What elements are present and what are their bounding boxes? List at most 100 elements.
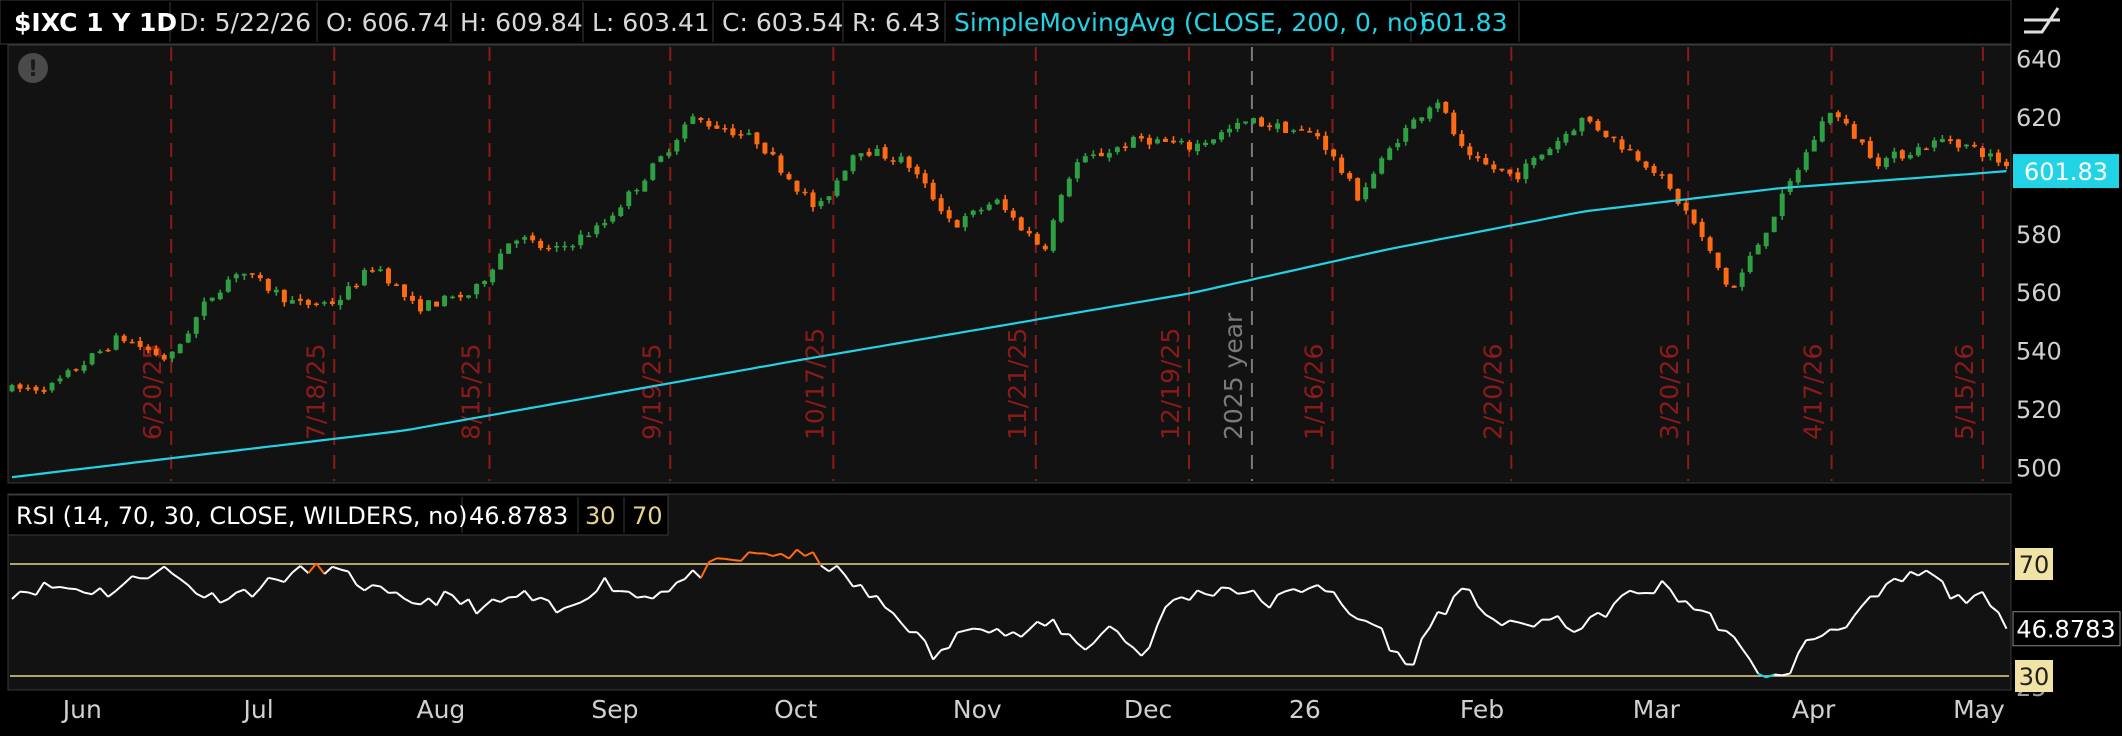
candle-body (1916, 147, 1921, 155)
rsi-study-label[interactable]: RSI (14, 70, 30, CLOSE, WILDERS, no) (16, 502, 467, 530)
candle-body (658, 156, 663, 162)
candle-body (258, 275, 263, 278)
candle-body (746, 133, 751, 135)
candle-body (378, 269, 383, 271)
candle-body (1884, 158, 1889, 167)
candle-body (506, 243, 511, 253)
candle-body (1644, 162, 1649, 168)
candle-body (1676, 189, 1681, 204)
candle-body (1443, 102, 1448, 113)
candle-body (1868, 141, 1873, 158)
candle-body (1027, 231, 1032, 234)
candle-body (1636, 151, 1641, 160)
rsi-segment (20, 592, 28, 593)
candle-body (1243, 122, 1248, 124)
candle-body (1331, 149, 1336, 156)
month-tick-label: Feb (1460, 695, 1504, 724)
candle-body (474, 284, 479, 294)
high-readout: H: 609.84 (460, 8, 583, 37)
candle-body (698, 118, 703, 120)
candle-body (674, 140, 679, 151)
candle-body (1219, 132, 1224, 139)
candle-body (1139, 136, 1144, 138)
candle-body (1988, 153, 1993, 156)
candle-body (1812, 140, 1817, 152)
candle-body (1820, 121, 1825, 141)
rsi-header-bar: RSI (14, 70, 30, CLOSE, WILDERS, no) 46.… (8, 495, 668, 535)
candle-body (1355, 178, 1360, 200)
candle-body (754, 132, 759, 144)
candle-body (1956, 139, 1961, 147)
symbol-label[interactable]: $IXC 1 Y 1D (14, 8, 177, 37)
candle-body (402, 284, 407, 297)
alert-icon[interactable]: ! (18, 53, 48, 83)
candle-body (923, 173, 928, 183)
candle-body (1035, 234, 1040, 245)
candle-body (2004, 162, 2009, 166)
candle-body (498, 254, 503, 270)
candle-body (1323, 136, 1328, 150)
expiry-label: 5/15/26 (1950, 344, 1979, 440)
candle-body (1059, 195, 1064, 222)
rsi-segment (1222, 587, 1230, 588)
sma-study-value: 601.83 (1420, 8, 1507, 37)
rsi-segment (1678, 601, 1686, 602)
candle-body (138, 341, 143, 347)
candle-body (1075, 162, 1080, 178)
candle-body (386, 269, 391, 284)
candle-body (1595, 121, 1600, 130)
candle-body (594, 225, 599, 234)
candle-body (18, 384, 23, 388)
candle-body (154, 349, 159, 356)
rsi-segment (412, 603, 420, 604)
candle-body (146, 347, 151, 351)
candle-body (995, 200, 1000, 204)
candle-body (58, 378, 63, 381)
candle-body (722, 128, 727, 130)
candle-body (1780, 194, 1785, 216)
candle-body (1115, 147, 1120, 152)
sma-last-value: 601.83 (2024, 158, 2108, 186)
low-readout: L: 603.41 (592, 8, 710, 37)
candle-body (1435, 103, 1440, 109)
candle-body (538, 241, 543, 248)
candle-body (955, 220, 960, 227)
candle-body (1147, 138, 1152, 145)
candle-body (1740, 273, 1745, 287)
candle-body (1531, 158, 1536, 165)
candle-body (1876, 157, 1881, 166)
candle-body (1403, 128, 1408, 142)
candle-body (1668, 174, 1673, 189)
candle-body (1259, 118, 1264, 127)
candle-body (1083, 156, 1088, 162)
candle-body (1764, 233, 1769, 246)
sma-study-label[interactable]: SimpleMovingAvg (CLOSE, 200, 0, no) (954, 8, 1428, 37)
candle-body (1459, 134, 1464, 146)
candle-body (1347, 173, 1352, 179)
candle-body (1892, 152, 1897, 159)
candle-body (98, 351, 103, 353)
candle-body (1291, 130, 1296, 132)
rsi-segment (717, 558, 725, 559)
candle-body (1587, 117, 1592, 122)
candle-body (274, 290, 279, 293)
expiry-label: 12/19/25 (1156, 328, 1185, 440)
rsi-segment (1774, 675, 1782, 676)
candle-body (1756, 245, 1761, 255)
candle-body (586, 236, 591, 238)
candle-body (1483, 158, 1488, 164)
candle-body (1275, 123, 1280, 128)
month-tick-label: Nov (953, 695, 1002, 724)
candle-body (714, 125, 719, 128)
candle-body (106, 350, 111, 352)
candle-body (1772, 217, 1777, 232)
candle-body (1387, 148, 1392, 159)
candle-body (1411, 120, 1416, 129)
candle-body (442, 296, 447, 306)
candle-body (282, 290, 287, 302)
candle-body (1860, 139, 1865, 142)
close-readout: C: 603.54 (722, 8, 843, 37)
expiry-label: 3/20/26 (1655, 344, 1684, 440)
expiry-label: 7/18/25 (301, 344, 330, 440)
